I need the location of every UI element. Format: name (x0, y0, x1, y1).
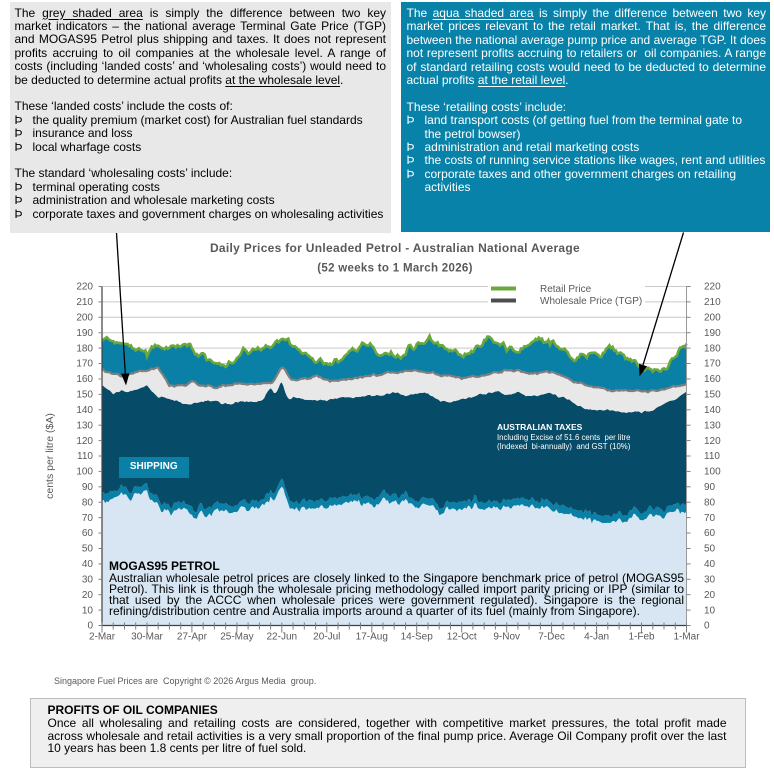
svg-text:150: 150 (76, 390, 93, 401)
svg-text:220: 220 (76, 282, 93, 293)
svg-text:Retail Price: Retail Price (540, 284, 592, 295)
svg-text:1-Feb: 1-Feb (628, 632, 655, 643)
svg-text:90: 90 (704, 482, 716, 493)
svg-text:70: 70 (82, 513, 94, 524)
svg-text:200: 200 (704, 313, 721, 324)
svg-text:120: 120 (76, 436, 93, 447)
svg-text:20-Jul: 20-Jul (313, 632, 340, 643)
svg-text:190: 190 (76, 328, 93, 339)
svg-text:80: 80 (82, 497, 94, 508)
svg-text:210: 210 (76, 297, 93, 308)
svg-text:cents per litre ($A): cents per litre ($A) (44, 413, 56, 499)
svg-text:Wholesale Price (TGP): Wholesale Price (TGP) (540, 296, 642, 307)
svg-text:(52 weeks to 1 March 2026): (52 weeks to 1 March 2026) (317, 263, 472, 275)
svg-text:30: 30 (82, 575, 94, 586)
svg-text:Daily Prices for Unleaded Petr: Daily Prices for Unleaded Petrol - Austr… (210, 241, 580, 255)
svg-text:30-Mar: 30-Mar (131, 632, 163, 643)
svg-text:160: 160 (704, 374, 721, 385)
svg-text:17-Aug: 17-Aug (356, 632, 388, 643)
svg-text:25-May: 25-May (220, 632, 253, 643)
svg-text:7-Dec: 7-Dec (538, 632, 565, 643)
svg-text:40: 40 (82, 559, 94, 570)
svg-text:220: 220 (704, 282, 721, 293)
svg-text:2-Mar: 2-Mar (89, 632, 116, 643)
svg-text:40: 40 (704, 559, 716, 570)
svg-text:80: 80 (704, 497, 716, 508)
svg-text:70: 70 (704, 513, 716, 524)
svg-text:200: 200 (76, 313, 93, 324)
svg-text:20: 20 (704, 590, 716, 601)
svg-text:100: 100 (76, 467, 93, 478)
svg-text:140: 140 (76, 405, 93, 416)
svg-text:160: 160 (76, 374, 93, 385)
svg-text:0: 0 (87, 621, 93, 632)
svg-text:210: 210 (704, 297, 721, 308)
svg-text:1-Mar: 1-Mar (673, 632, 700, 643)
svg-text:190: 190 (704, 328, 721, 339)
svg-text:22-Jun: 22-Jun (267, 632, 298, 643)
svg-text:0: 0 (704, 621, 710, 632)
svg-text:120: 120 (704, 436, 721, 447)
svg-text:60: 60 (82, 528, 94, 539)
svg-text:27-Apr: 27-Apr (177, 632, 208, 643)
svg-text:100: 100 (704, 467, 721, 478)
svg-text:20: 20 (82, 590, 94, 601)
svg-text:30: 30 (704, 575, 716, 586)
svg-text:10: 10 (82, 605, 94, 616)
svg-text:110: 110 (704, 451, 720, 462)
svg-text:180: 180 (704, 343, 721, 354)
svg-text:130: 130 (76, 420, 93, 431)
svg-text:50: 50 (82, 544, 94, 555)
svg-text:130: 130 (704, 420, 721, 431)
svg-text:90: 90 (82, 482, 94, 493)
svg-text:140: 140 (704, 405, 721, 416)
svg-text:110: 110 (77, 451, 93, 462)
svg-text:50: 50 (704, 544, 716, 555)
svg-text:10: 10 (704, 605, 716, 616)
svg-text:180: 180 (76, 343, 93, 354)
svg-text:170: 170 (76, 359, 93, 370)
svg-text:170: 170 (704, 359, 721, 370)
svg-text:4-Jan: 4-Jan (584, 632, 609, 643)
svg-text:150: 150 (704, 390, 721, 401)
svg-text:9-Nov: 9-Nov (493, 632, 520, 643)
svg-text:14-Sep: 14-Sep (401, 632, 434, 643)
svg-text:12-Oct: 12-Oct (447, 632, 477, 643)
svg-text:60: 60 (704, 528, 716, 539)
